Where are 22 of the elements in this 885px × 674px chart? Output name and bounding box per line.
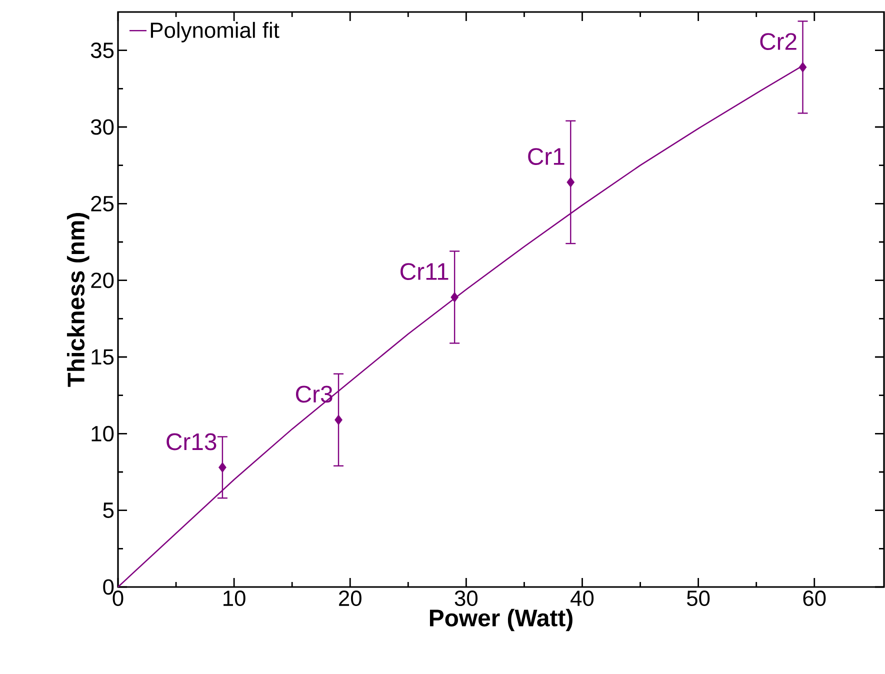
y-tick-label: 35: [90, 42, 114, 58]
x-tick-label: 10: [224, 590, 246, 606]
x-tick-label: 50: [686, 590, 710, 606]
annotation: Cr1: [528, 148, 564, 165]
x-tick-label: 20: [339, 590, 362, 606]
y-tick-label: 25: [91, 196, 114, 212]
y-tick-label: 5: [103, 502, 114, 518]
y-tick-label: 0: [103, 579, 114, 595]
legend-label: Polynomial fit: [150, 22, 280, 42]
annotation: Cr13: [166, 433, 216, 450]
y-axis-title: Thickness (nm): [66, 213, 90, 387]
x-tick-label: 60: [803, 590, 826, 606]
y-tick-label: 30: [90, 119, 114, 135]
x-tick-label: 30: [454, 590, 478, 606]
y-tick-label: 20: [91, 272, 114, 288]
annotation: Cr3: [296, 386, 332, 403]
x-axis-title: Power (Watt): [430, 608, 572, 632]
x-tick-label: 40: [570, 590, 594, 606]
annotation: Cr11: [400, 263, 448, 280]
annotation: Cr2: [760, 33, 796, 50]
y-tick-label: 15: [92, 349, 114, 365]
y-tick-label: 10: [92, 426, 114, 442]
